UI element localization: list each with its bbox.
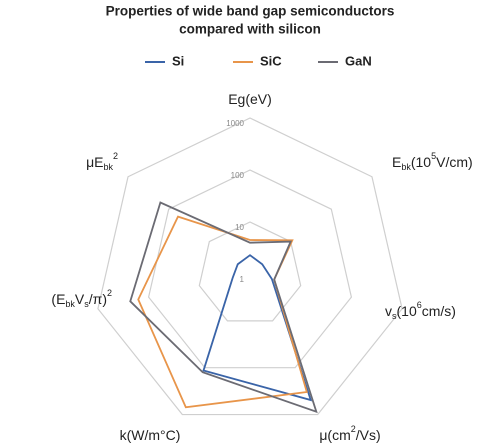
axis-label: Ebk(105V/cm) [392,151,473,172]
series-line [202,254,313,402]
ring-label: 10 [235,223,244,232]
axis-label: (EbkVs/π)2 [51,288,112,309]
axis-label-part: μE [86,154,103,170]
grid-ring [97,117,403,416]
axis-label-part: s [84,299,89,309]
axis-label: vs(106cm/s) [385,300,456,321]
legend-label: SiC [260,53,282,68]
axis-label-part: v [385,303,392,319]
axis-label: μEbk2 [86,151,118,172]
axis-label-part: 2 [351,424,356,434]
axis-label-part: 5 [431,151,436,161]
axis-label-part: 6 [417,300,422,310]
axis-label: Eg(eV) [228,91,272,107]
axis-label-part: bk [65,299,75,309]
ring-label: 1 [240,275,245,284]
axis-label-part: V [75,291,85,307]
axis-label-part: k(W/m°C) [120,427,181,443]
axis-label-part: bk [401,162,411,172]
legend-label: Si [172,53,184,68]
chart-title: Properties of wide band gap semiconducto… [106,4,395,19]
grid-ring [147,169,353,369]
axis-label-part: V/cm) [436,154,473,170]
axis-label-part: /Vs) [356,427,381,443]
axis-label-part: bk [103,162,113,172]
grid-ring [198,221,302,322]
legend-label: GaN [345,53,372,68]
axis-label-part: (10 [397,303,417,319]
axis-label-part: s [392,311,397,321]
axis-label-part: /π) [89,291,107,307]
axis-label-part: 2 [107,288,112,298]
axis-label-part: E [392,154,401,170]
series-line [129,201,318,414]
axis-label-part: Eg(eV) [228,91,272,107]
axis-label-part: cm/s) [422,303,456,319]
chart-title: compared with silicon [179,22,321,37]
ring-label: 100 [231,171,245,180]
axis-label: k(W/m°C) [120,427,181,443]
axis-label-part: 2 [113,151,118,161]
ring-label: 1000 [226,119,244,128]
axis-label-part: (10 [411,154,431,170]
axis-label-part: μ(cm [319,427,350,443]
axis-label: μ(cm2/Vs) [319,424,380,442]
axis-label-part: (E [51,291,65,307]
